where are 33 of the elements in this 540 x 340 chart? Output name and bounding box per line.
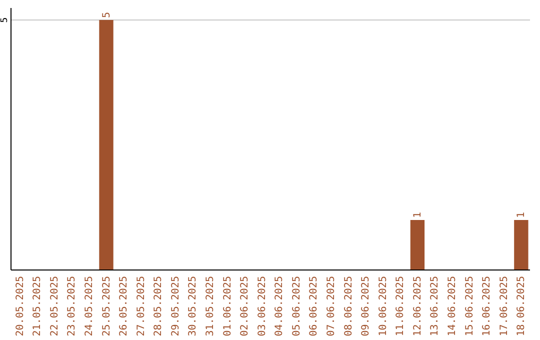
x-tick-label: 15.06.2025 [464, 276, 476, 336]
x-tick-label: 08.06.2025 [343, 276, 354, 336]
x-tick-label: 18.06.2025 [516, 276, 528, 336]
x-tick-label: 24.05.2025 [84, 276, 95, 336]
x-tick-label: 14.06.2025 [447, 276, 458, 336]
x-tick-label: 29.05.2025 [170, 276, 182, 336]
x-tick-label: 28.05.2025 [153, 276, 164, 336]
x-tick-label: 12.06.2025 [412, 276, 424, 336]
x-tick-label: 09.06.2025 [360, 276, 372, 336]
x-tick-label: 01.06.2025 [222, 276, 234, 336]
x-tick-label: 20.05.2025 [14, 276, 26, 336]
x-tick-label: 21.05.2025 [32, 276, 44, 336]
x-tick-label: 16.06.2025 [482, 276, 493, 336]
x-tick-label: 30.05.2025 [188, 276, 199, 336]
x-tick-label: 10.06.2025 [378, 276, 389, 336]
x-tick-label: 23.05.2025 [66, 276, 78, 336]
data-label: 1 [516, 212, 528, 218]
x-tick-label: 02.06.2025 [240, 276, 251, 336]
x-tick-label: 11.06.2025 [395, 276, 406, 336]
x-tick-label: 06.06.2025 [308, 276, 320, 336]
x-tick-label: 25.05.2025 [101, 276, 112, 336]
x-tick-label: 17.06.2025 [498, 276, 510, 336]
x-tick-label: 04.06.2025 [274, 276, 286, 336]
x-tick-label: 05.06.2025 [291, 276, 302, 336]
x-tick-label: 31.05.2025 [204, 276, 216, 336]
x-tick-label: 07.06.2025 [326, 276, 338, 336]
x-tick-label: 13.06.2025 [430, 276, 441, 336]
data-label: 5 [101, 12, 112, 18]
x-tick-label: 27.05.2025 [136, 276, 147, 336]
data-label: 1 [412, 212, 424, 218]
x-tick-label: 22.05.2025 [49, 276, 60, 336]
x-tick-label: 26.05.2025 [118, 276, 130, 336]
x-tick-label: 03.06.2025 [256, 276, 268, 336]
